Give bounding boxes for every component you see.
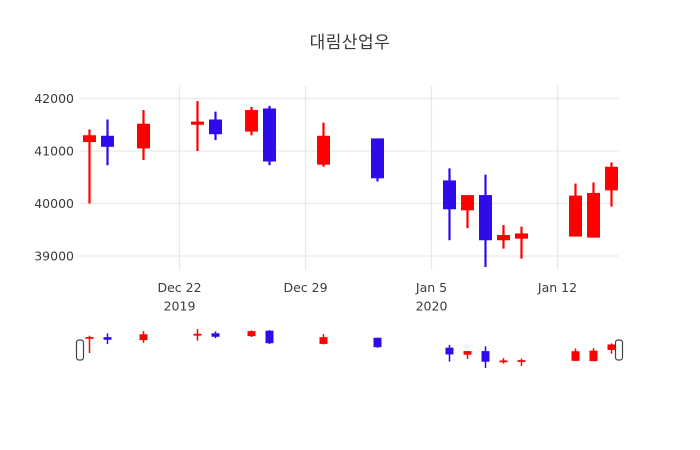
candle[interactable]	[605, 162, 618, 207]
mini-candle-body	[193, 333, 202, 336]
x-tick-label-year: 2019	[164, 299, 196, 314]
candle[interactable]	[587, 182, 600, 238]
candle-body	[317, 135, 330, 165]
candle-body	[587, 193, 600, 238]
rangeslider-candle	[103, 333, 112, 345]
mini-candle-body	[85, 337, 94, 339]
candle-body	[371, 138, 384, 179]
candle[interactable]	[263, 105, 276, 166]
rangeslider-candle	[85, 335, 94, 354]
candle[interactable]	[497, 225, 510, 249]
y-tick-label: 42000	[34, 91, 74, 106]
candle-body	[191, 121, 204, 125]
candle-body	[263, 108, 276, 162]
y-tick-label: 40000	[34, 196, 74, 211]
rangeslider-candle	[481, 346, 490, 368]
candle[interactable]	[101, 119, 114, 166]
mini-candle-body	[445, 347, 454, 355]
mini-candle-body	[319, 337, 328, 344]
rangeslider-candle	[373, 337, 382, 348]
y-tick-label: 41000	[34, 144, 74, 159]
candle-body	[245, 110, 258, 132]
rangeslider-candle	[499, 358, 508, 364]
candle[interactable]	[461, 195, 474, 229]
rangeslider-handle-right[interactable]	[614, 339, 624, 361]
candle-body	[497, 235, 510, 241]
mini-candle-body	[571, 351, 580, 361]
candle[interactable]	[371, 138, 384, 182]
rangeslider-candle	[319, 334, 328, 345]
candle[interactable]	[317, 122, 330, 167]
rangeslider-candle	[607, 343, 616, 354]
rangeslider-candle	[445, 344, 454, 362]
rangeslider-track[interactable]	[80, 328, 619, 372]
mini-candle-body	[517, 360, 526, 362]
rangeslider-candle	[265, 330, 274, 345]
candle-body	[209, 119, 222, 135]
y-tick-label: 39000	[34, 249, 74, 264]
mini-candle-body	[589, 350, 598, 362]
mini-candle-body	[103, 337, 112, 340]
candle-body	[569, 195, 582, 237]
rangeslider-candle	[517, 358, 526, 367]
mini-candle-body	[607, 344, 616, 350]
rangeslider-candle	[571, 348, 580, 361]
candle-body	[101, 135, 114, 147]
candle-body	[479, 195, 492, 241]
x-tick-label-year: 2020	[416, 299, 448, 314]
candle-body	[83, 135, 96, 143]
rangeslider-candle	[463, 351, 472, 359]
candle[interactable]	[443, 168, 456, 241]
chart-title: 대림산업우	[309, 33, 391, 53]
mini-candle-body	[373, 337, 382, 348]
rangeslider-candle	[211, 331, 220, 339]
mini-candle-body	[247, 331, 256, 337]
x-tick-label: Dec 22	[157, 280, 201, 295]
x-tick-label: Dec 29	[283, 280, 327, 295]
x-tick-label: Jan 5	[415, 280, 447, 295]
candle[interactable]	[479, 174, 492, 268]
candle[interactable]	[191, 101, 204, 151]
candle[interactable]	[83, 129, 96, 204]
candle-body	[443, 180, 456, 210]
rangeslider-candle	[193, 329, 202, 341]
mini-candle-body	[499, 360, 508, 363]
mini-candle-body	[265, 330, 274, 344]
mini-candle-body	[481, 351, 490, 362]
mini-candle-body	[139, 334, 148, 341]
plot-area[interactable]	[80, 86, 619, 270]
candle[interactable]	[245, 106, 258, 136]
candle-body	[461, 195, 474, 211]
candle-body	[137, 123, 150, 149]
rangeslider-handle-left[interactable]	[75, 339, 85, 361]
candle-body	[515, 233, 528, 239]
candle-body	[605, 166, 618, 191]
candle[interactable]	[137, 110, 150, 160]
rangeslider-candle	[139, 331, 148, 343]
candle[interactable]	[569, 183, 582, 237]
rangeslider-candle	[247, 330, 256, 338]
mini-candle-body	[211, 333, 220, 337]
x-tick-label: Jan 12	[537, 280, 577, 295]
rangeslider-candle	[589, 348, 598, 362]
candle[interactable]	[515, 226, 528, 259]
candle[interactable]	[209, 111, 222, 140]
mini-candle-body	[463, 351, 472, 355]
